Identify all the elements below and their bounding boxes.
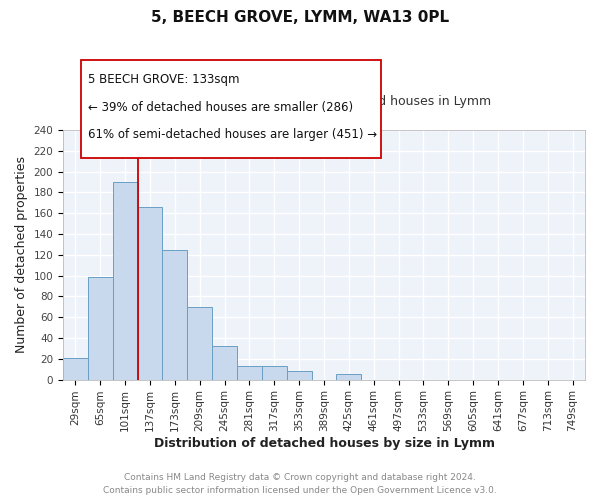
Bar <box>262 366 287 380</box>
Bar <box>337 374 361 380</box>
X-axis label: Distribution of detached houses by size in Lymm: Distribution of detached houses by size … <box>154 437 494 450</box>
Bar <box>88 276 113 380</box>
Text: ← 39% of detached houses are smaller (286): ← 39% of detached houses are smaller (28… <box>88 102 353 114</box>
Bar <box>187 307 212 380</box>
Text: 5, BEECH GROVE, LYMM, WA13 0PL: 5, BEECH GROVE, LYMM, WA13 0PL <box>151 10 449 25</box>
Bar <box>63 358 88 380</box>
Text: 5 BEECH GROVE: 133sqm: 5 BEECH GROVE: 133sqm <box>88 73 240 86</box>
Bar <box>163 250 187 380</box>
Bar <box>237 366 262 380</box>
Text: 61% of semi-detached houses are larger (451) →: 61% of semi-detached houses are larger (… <box>88 128 377 141</box>
Bar <box>212 346 237 380</box>
Y-axis label: Number of detached properties: Number of detached properties <box>15 156 28 354</box>
Bar <box>113 182 137 380</box>
Text: Contains HM Land Registry data © Crown copyright and database right 2024.
Contai: Contains HM Land Registry data © Crown c… <box>103 473 497 495</box>
Bar <box>137 207 163 380</box>
Bar <box>287 372 311 380</box>
Title: Size of property relative to detached houses in Lymm: Size of property relative to detached ho… <box>157 95 491 108</box>
